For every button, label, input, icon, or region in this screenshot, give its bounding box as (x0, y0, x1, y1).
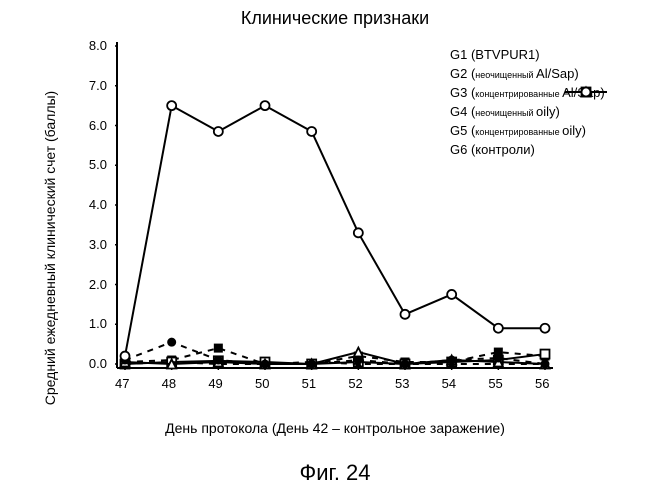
figure-label: Фиг. 24 (0, 460, 670, 486)
x-axis-label: День протокола (День 42 – контрольное за… (115, 420, 555, 436)
chart-container: Клинические признаки Средний ежедневный … (0, 0, 670, 500)
x-tick-label: 47 (115, 376, 129, 391)
legend-item: G1 (BTVPUR1) (450, 45, 605, 64)
x-tick-label: 54 (442, 376, 456, 391)
legend-item: G6 (контроли) (450, 140, 605, 159)
x-tick-label: 48 (162, 376, 176, 391)
y-tick-label: 2.0 (89, 277, 107, 292)
y-tick-label: 6.0 (89, 118, 107, 133)
legend-item: G2 (неочищенный Al/Sap) (450, 64, 605, 83)
legend-label: G2 (неочищенный Al/Sap) (450, 64, 579, 84)
x-tick-label: 49 (208, 376, 222, 391)
y-tick-label: 8.0 (89, 38, 107, 53)
x-tick-label: 56 (535, 376, 549, 391)
x-tick-label: 52 (348, 376, 362, 391)
legend-item: G5 (концентрированные oily) (450, 121, 605, 140)
y-axis-label: Средний ежедневный клинический счет (бал… (42, 58, 58, 438)
legend-label: G6 (контроли) (450, 140, 535, 160)
x-tick-label: 51 (302, 376, 316, 391)
y-tick-label: 4.0 (89, 197, 107, 212)
legend-label: G4 (неочищенный oily) (450, 102, 560, 122)
y-tick-label: 1.0 (89, 316, 107, 331)
chart-title: Клинические признаки (0, 8, 670, 29)
y-tick-label: 3.0 (89, 237, 107, 252)
x-tick-label: 55 (488, 376, 502, 391)
y-tick-label: 5.0 (89, 157, 107, 172)
legend-label: G1 (BTVPUR1) (450, 45, 540, 65)
x-tick-label: 50 (255, 376, 269, 391)
legend-label: G5 (концентрированные oily) (450, 121, 586, 141)
legend: G1 (BTVPUR1)G2 (неочищенный Al/Sap)G3 (к… (450, 45, 605, 159)
x-tick-label: 53 (395, 376, 409, 391)
legend-item: G4 (неочищенный oily) (450, 102, 605, 121)
y-tick-label: 7.0 (89, 78, 107, 93)
y-tick-label: 0.0 (89, 356, 107, 371)
